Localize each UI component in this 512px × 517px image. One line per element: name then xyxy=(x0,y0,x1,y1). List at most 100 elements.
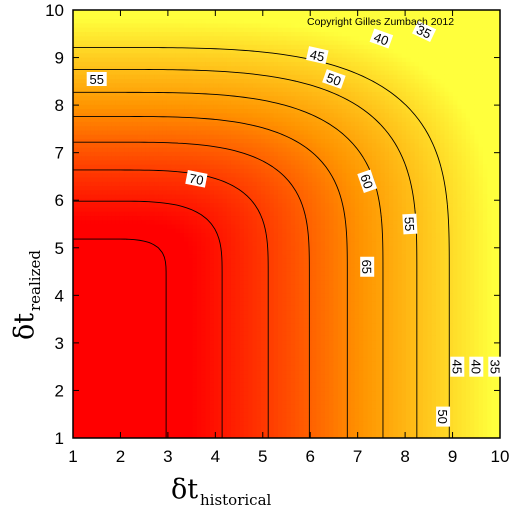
heatmap-cell xyxy=(111,429,117,435)
heatmap-cell xyxy=(149,283,155,289)
heatmap-cell xyxy=(248,288,253,294)
heatmap-cell xyxy=(141,429,147,435)
heatmap-cell xyxy=(137,176,142,182)
heatmap-cell xyxy=(196,14,202,20)
heatmap-cell xyxy=(243,22,249,28)
heatmap-cell xyxy=(102,121,108,127)
heatmap-cell xyxy=(145,356,151,362)
heatmap-cell xyxy=(196,245,202,251)
heatmap-cell xyxy=(158,369,164,375)
heatmap-cell xyxy=(179,360,185,366)
heatmap-cell xyxy=(132,309,138,315)
heatmap-cell xyxy=(184,224,189,229)
heatmap-cell xyxy=(230,331,236,336)
heatmap-cell xyxy=(248,425,253,431)
heatmap-cell xyxy=(230,390,236,396)
heatmap-cell xyxy=(166,228,172,234)
heatmap-cell xyxy=(137,403,142,409)
heatmap-cell xyxy=(132,78,138,84)
heatmap-cell xyxy=(188,373,194,379)
heatmap-cell xyxy=(171,87,177,92)
heatmap-cell xyxy=(277,399,283,405)
heatmap-cell xyxy=(102,172,108,178)
heatmap-cell xyxy=(260,343,266,349)
heatmap-cell xyxy=(107,215,113,221)
heatmap-cell xyxy=(201,134,206,139)
heatmap-cell xyxy=(77,65,83,71)
heatmap-cell xyxy=(243,57,249,62)
heatmap-cell xyxy=(98,155,104,161)
heatmap-cell xyxy=(196,185,202,191)
heatmap-cell xyxy=(175,373,181,379)
heatmap-cell xyxy=(158,266,164,272)
heatmap-cell xyxy=(196,202,202,208)
heatmap-cell xyxy=(124,125,130,131)
heatmap-cell xyxy=(252,365,258,371)
heatmap-cell xyxy=(149,292,155,298)
heatmap-cell xyxy=(213,82,219,88)
heatmap-cell xyxy=(162,87,168,92)
heatmap-cell xyxy=(235,403,241,409)
heatmap-cell xyxy=(162,99,168,105)
heatmap-cell xyxy=(166,365,172,371)
heatmap-cell xyxy=(154,378,159,383)
heatmap-cell xyxy=(98,386,104,392)
heatmap-cell xyxy=(111,301,117,306)
heatmap-cell xyxy=(179,215,185,221)
heatmap-cell xyxy=(205,305,211,311)
heatmap-cell xyxy=(132,412,138,418)
heatmap-cell xyxy=(94,61,100,67)
heatmap-cell xyxy=(222,258,228,264)
heatmap-cell xyxy=(222,117,228,122)
heatmap-cell xyxy=(213,95,219,101)
heatmap-cell xyxy=(81,416,87,422)
heatmap-cell xyxy=(132,373,138,379)
heatmap-cell xyxy=(184,408,189,413)
heatmap-cell xyxy=(273,399,279,405)
heatmap-cell xyxy=(85,322,91,328)
heatmap-cell xyxy=(248,78,253,84)
heatmap-cell xyxy=(149,74,155,80)
heatmap-cell xyxy=(230,82,236,88)
heatmap-cell xyxy=(124,318,130,324)
heatmap-cell xyxy=(111,331,117,336)
heatmap-cell xyxy=(188,365,194,371)
heatmap-cell xyxy=(226,69,232,75)
heatmap-cell xyxy=(243,318,249,324)
heatmap-cell xyxy=(184,82,189,88)
heatmap-cell xyxy=(179,279,185,285)
heatmap-cell xyxy=(226,275,232,281)
heatmap-cell xyxy=(158,219,164,225)
heatmap-cell xyxy=(77,331,83,336)
heatmap-cell xyxy=(171,416,177,422)
heatmap-cell xyxy=(98,253,104,259)
heatmap-cell xyxy=(209,253,215,259)
heatmap-cell xyxy=(158,253,164,259)
heatmap-cell xyxy=(124,395,130,401)
heatmap-cell xyxy=(218,232,224,238)
heatmap-cell xyxy=(81,232,87,238)
heatmap-cell xyxy=(226,433,232,438)
heatmap-cell xyxy=(98,412,104,418)
heatmap-cell xyxy=(115,125,121,131)
heatmap-cell xyxy=(166,433,172,438)
heatmap-cell xyxy=(145,65,151,71)
heatmap-cell xyxy=(111,288,117,294)
heatmap-cell xyxy=(218,211,224,217)
heatmap-cell xyxy=(145,241,151,246)
heatmap-cell xyxy=(81,348,87,353)
heatmap-cell xyxy=(235,194,241,199)
heatmap-cell xyxy=(94,39,100,45)
heatmap-cell xyxy=(230,279,236,285)
heatmap-cell xyxy=(277,95,283,101)
heatmap-cell xyxy=(213,65,219,71)
heatmap-cell xyxy=(102,292,108,298)
heatmap-cell xyxy=(154,373,159,379)
heatmap-cell xyxy=(162,433,168,438)
heatmap-cell xyxy=(154,343,159,349)
heatmap-cell xyxy=(171,429,177,435)
heatmap-cell xyxy=(94,292,100,298)
heatmap-cell xyxy=(213,339,219,345)
heatmap-cell xyxy=(192,202,198,208)
heatmap-cell xyxy=(141,172,147,178)
